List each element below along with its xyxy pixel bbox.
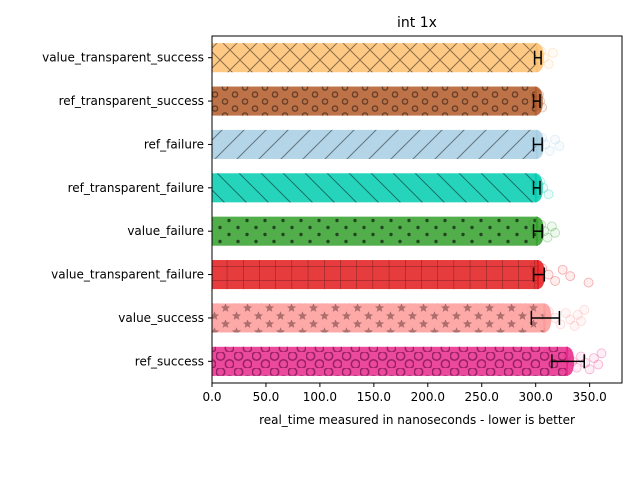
x-tick-label: 50.0: [253, 390, 280, 404]
sample-point: [589, 353, 599, 364]
sample-point: [528, 44, 539, 55]
sample-point: [544, 145, 555, 156]
sample-point: [550, 134, 561, 145]
sample-point: [542, 348, 553, 359]
sample-point: [563, 350, 573, 360]
sample-point: [550, 227, 561, 238]
sample-point: [536, 219, 546, 230]
bar-group: [212, 129, 565, 159]
sample-point: [550, 276, 561, 286]
sample-point: [546, 221, 557, 232]
y-tick-label: ref_transparent_failure: [68, 181, 204, 195]
sample-point: [579, 305, 590, 315]
x-axis-label: real_time measured in nanoseconds - lowe…: [259, 413, 575, 427]
sample-point: [529, 174, 540, 185]
plot-frame: [211, 35, 623, 384]
sample-point: [548, 47, 558, 58]
x-axis: 0.0 50.0 100.0 150.0 200.0 250.0 300.0 350.0: [202, 383, 607, 404]
bar-group: [212, 43, 558, 73]
sample-point: [542, 232, 553, 243]
x-tick-label: 150.0: [357, 390, 391, 404]
x-tick-label: 350.0: [572, 390, 606, 404]
bar-group: [212, 260, 594, 290]
bar-group: [212, 346, 607, 376]
bar-hatch: [212, 216, 538, 246]
sample-point: [537, 317, 548, 328]
sample-point: [571, 362, 582, 373]
y-tick-label: value_failure: [127, 224, 204, 238]
bar-hatch: [212, 303, 546, 333]
sample-point: [529, 261, 540, 272]
y-tick-label: ref_transparent_success: [59, 94, 204, 108]
y-tick-label: ref_failure: [144, 137, 204, 151]
chart-title: int 1x: [397, 15, 437, 31]
x-tick-label: 0.0: [202, 390, 221, 404]
sample-point: [543, 59, 554, 69]
sample-point: [557, 264, 568, 275]
y-tick-label: ref_success: [135, 354, 204, 368]
bar-group: [212, 86, 548, 116]
sample-point: [565, 271, 576, 282]
sample-point: [529, 88, 540, 98]
sample-point: [534, 89, 544, 100]
sample-point: [537, 102, 548, 113]
sample-point: [584, 364, 595, 375]
sample-point: [583, 277, 594, 288]
sample-point: [554, 141, 565, 151]
bar-hatch: [212, 86, 537, 116]
x-tick-label: 250.0: [465, 390, 499, 404]
x-tick-label: 200.0: [411, 390, 445, 404]
y-tick-label: value_transparent_success: [42, 51, 204, 65]
sample-point: [555, 319, 566, 330]
bar-hatch: [212, 129, 538, 159]
sample-point: [560, 308, 571, 319]
sample-point: [576, 316, 586, 327]
sample-point: [593, 359, 604, 370]
bar-group: [212, 173, 554, 203]
bar-hatch: [212, 260, 539, 290]
sample-point: [572, 309, 583, 320]
sample-point: [569, 321, 580, 331]
x-tick-label: 300.0: [519, 390, 553, 404]
y-axis: value_transparent_success ref_transparent…: [42, 51, 212, 368]
sample-point: [557, 361, 568, 372]
sample-point: [543, 306, 554, 317]
sample-point: [543, 189, 554, 200]
y-tick-label: value_success: [118, 311, 204, 325]
bar-hatch: [212, 43, 538, 73]
plot-area: [212, 43, 607, 376]
bar-hatch: [212, 173, 537, 203]
sample-point: [534, 274, 544, 285]
sample-point: [596, 348, 607, 359]
y-tick-label: value_transparent_failure: [51, 268, 204, 282]
bar-group: [212, 216, 561, 246]
sample-point: [529, 131, 540, 142]
bar-hatch: [212, 346, 569, 376]
x-tick-label: 100.0: [303, 390, 337, 404]
bar-group: [212, 303, 590, 333]
sample-point: [565, 314, 576, 325]
